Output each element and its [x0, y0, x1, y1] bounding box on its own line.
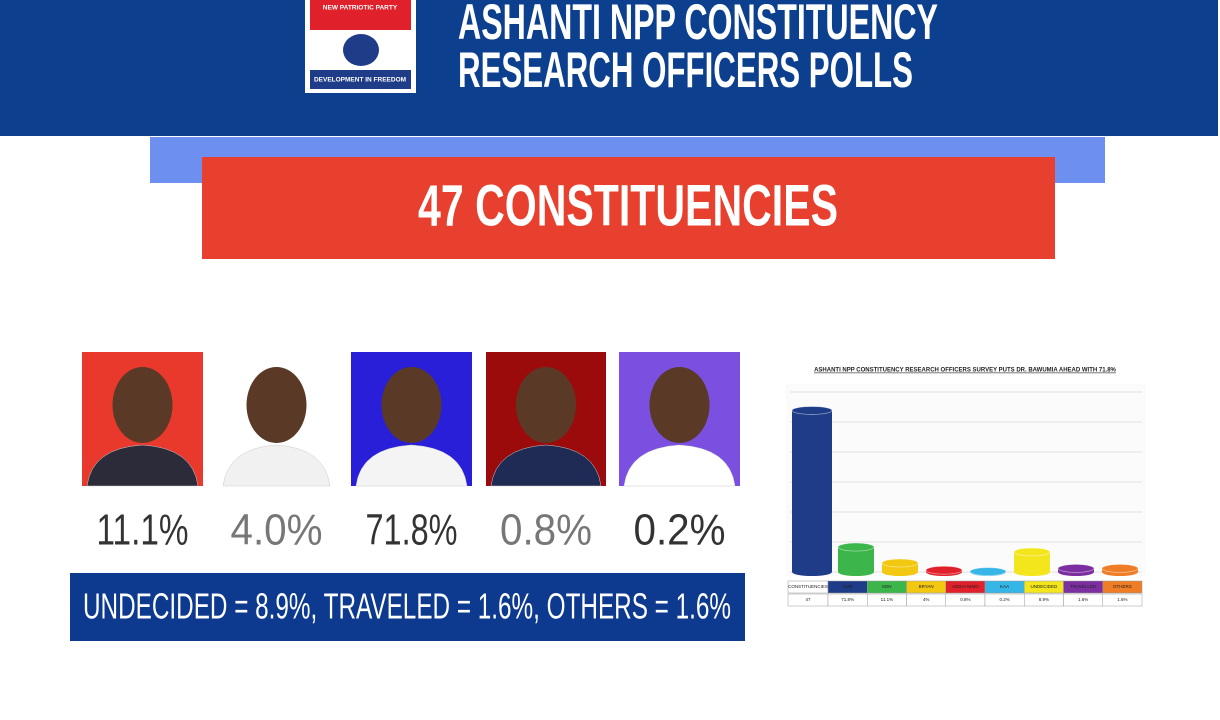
bar-top [1013, 547, 1051, 557]
value-label: 0.2% [999, 597, 1009, 602]
photo-head [381, 367, 442, 443]
bar-base [1014, 568, 1050, 576]
party-logo: NEW PATRIOTIC PARTY DEVELOPMENT IN FREED… [305, 0, 416, 93]
photo-body [623, 444, 736, 487]
bar-top [969, 567, 1007, 576]
photo-head [516, 367, 576, 443]
summary-box [70, 573, 745, 641]
logo-blue [310, 70, 411, 89]
candidate-percent: 11.1% [97, 506, 189, 555]
chart-title: ASHANTI NPP CONSTITUENCY RESEARCH OFFICE… [814, 368, 1116, 374]
photo-body [222, 444, 331, 487]
value-label: 4% [923, 597, 930, 602]
legend-label: ADDAI NIMO [952, 584, 979, 589]
logo-bottom-text: DEVELOPMENT IN FREEDOM [314, 77, 406, 84]
legend-label: TRAVELLED [1070, 584, 1097, 589]
title-line: RESEARCH OFFICERS POLLS [458, 42, 913, 98]
candidate-photos [82, 352, 740, 487]
summary-text: UNDECIDED = 8.9%, TRAVELED = 1.6%, OTHER… [83, 586, 731, 627]
bar-base [792, 568, 832, 576]
photo-head [112, 367, 173, 443]
bar-top [1057, 564, 1095, 573]
value-label: 11.1% [881, 597, 893, 602]
candidate-percent: 4.0% [231, 506, 323, 555]
photo-body [490, 444, 602, 487]
banner-text: 47 CONSTITUENCIES [418, 173, 838, 238]
value-label: 0.8% [960, 597, 970, 602]
bar-top [925, 565, 963, 575]
legend-label: BRYAN [919, 584, 934, 589]
legend-label: UNDECIDED [1030, 584, 1058, 589]
value-label: 71.8% [841, 597, 854, 602]
banner [202, 157, 1055, 259]
bar [882, 563, 918, 572]
bar [1014, 551, 1050, 572]
table-header-cell [1102, 580, 1143, 594]
bar-top [881, 558, 919, 568]
table-header: CONSTITUENCIES [788, 584, 828, 589]
photo-head [246, 367, 307, 443]
bar-top [1101, 564, 1139, 573]
candidate-percent: 0.2% [634, 506, 726, 555]
value-label: 1.6% [1117, 597, 1127, 602]
logo-top-text: NEW PATRIOTIC PARTY [323, 5, 398, 12]
logo-elephant [343, 34, 379, 66]
legend-label: DMB [843, 584, 853, 589]
photo-body [355, 444, 468, 487]
table-cell [1102, 593, 1143, 607]
photo-head [649, 367, 710, 443]
logo-red [310, 0, 411, 30]
bar-base [882, 568, 918, 576]
header-band [0, 0, 1218, 136]
bar-base [838, 568, 874, 576]
bar [792, 410, 832, 572]
candidate-percent: 71.8% [366, 506, 458, 555]
legend-label: OTHERS [1113, 584, 1132, 589]
bar-top [837, 542, 875, 552]
bar-top [791, 406, 833, 415]
legend-label: KAA [1000, 584, 1009, 589]
value-label: 8.9% [1039, 597, 1049, 602]
legend-label: KEN [882, 584, 891, 589]
title-line: ASHANTI NPP CONSTITUENCY [458, 0, 938, 50]
candidate-percent: 0.8% [500, 506, 592, 555]
photo-body [86, 444, 199, 487]
value-label: 1.6% [1078, 597, 1088, 602]
table-row-label: 47 [805, 597, 811, 602]
